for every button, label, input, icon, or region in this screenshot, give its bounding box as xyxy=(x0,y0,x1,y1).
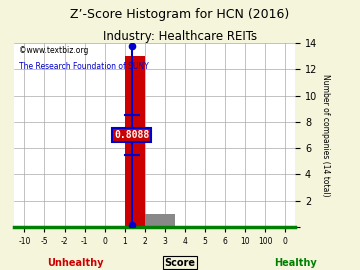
Text: Industry: Healthcare REITs: Industry: Healthcare REITs xyxy=(103,30,257,43)
Text: Score: Score xyxy=(165,258,195,268)
Text: Z’-Score Histogram for HCN (2016): Z’-Score Histogram for HCN (2016) xyxy=(70,8,290,21)
Bar xyxy=(145,214,175,227)
Text: ©www.textbiz.org: ©www.textbiz.org xyxy=(19,46,88,55)
Y-axis label: Number of companies (14 total): Number of companies (14 total) xyxy=(321,74,330,196)
Text: Unhealthy: Unhealthy xyxy=(47,258,103,268)
Text: Healthy: Healthy xyxy=(274,258,317,268)
Text: 0.8088: 0.8088 xyxy=(114,130,149,140)
Bar xyxy=(125,56,145,227)
Text: The Research Foundation of SUNY: The Research Foundation of SUNY xyxy=(19,62,148,70)
